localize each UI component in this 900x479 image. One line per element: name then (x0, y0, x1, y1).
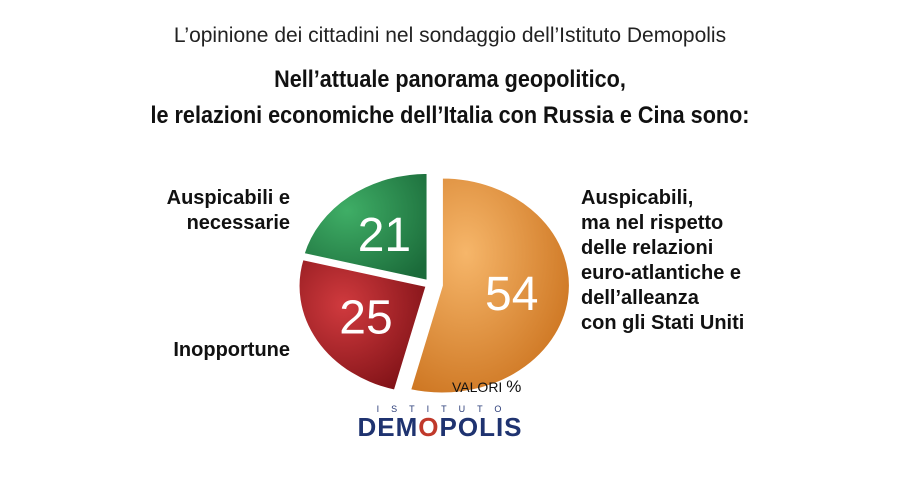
logo-part-o: O (418, 412, 440, 442)
unit-text: VALORI (452, 379, 503, 395)
pie-value-label: 21 (358, 209, 411, 262)
label-line: dell’alleanza (581, 287, 699, 309)
logo-part: POLIS (439, 412, 523, 442)
pie-slice-auspicabili-necessarie (302, 171, 429, 283)
label-auspicabili-rispetto: Auspicabili, ma nel rispetto delle relaz… (581, 186, 881, 336)
chart-title: Nell’attuale panorama geopolitico, le re… (45, 62, 855, 134)
logo-demopolis-text: DEMOPOLIS (334, 412, 546, 443)
pie-value-label: 25 (339, 291, 392, 344)
logo-istituto-text: ISTITUTO (376, 404, 514, 414)
chart-title-line-2: le relazioni economiche dell’Italia con … (150, 102, 750, 129)
pie-slice-auspicabili-rispetto (408, 176, 571, 395)
label-line: Auspicabili, (581, 187, 694, 209)
label-line: con gli Stati Uniti (581, 312, 745, 334)
label-line: Auspicabili e (166, 187, 290, 209)
label-line: ma nel rispetto (581, 212, 724, 234)
chart-subtitle: L’opinione dei cittadini nel sondaggio d… (173, 24, 727, 47)
label-auspicabili-necessarie: Auspicabili e necessarie (90, 186, 290, 236)
pie-slice-inopportune (297, 258, 428, 392)
label-line: Inopportune (173, 339, 290, 361)
unit-symbol: % (506, 377, 522, 396)
label-line: necessarie (186, 212, 290, 234)
label-line: delle relazioni (581, 237, 714, 259)
demopolis-logo: ISTITUTO DEMOPOLIS (334, 404, 546, 443)
label-line: euro-atlantiche e (581, 262, 742, 284)
logo-part: DEM (357, 412, 419, 442)
pie-value-label: 54 (485, 268, 538, 321)
unit-label: VALORI % (452, 377, 521, 397)
chart-title-line-1: Nell’attuale panorama geopolitico, (274, 66, 626, 93)
label-inopportune: Inopportune (90, 338, 290, 363)
